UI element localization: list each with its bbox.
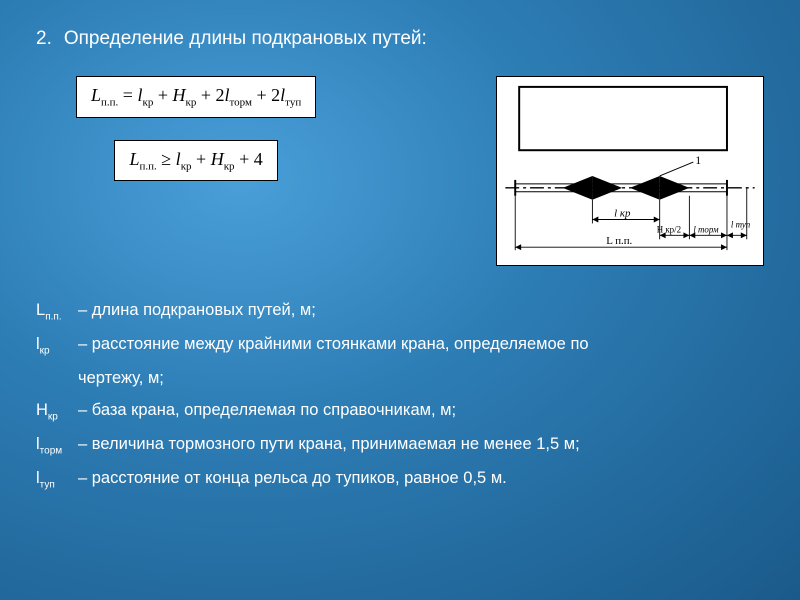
arr-r2-b [683,232,689,238]
building-rect [519,87,727,150]
definitions-block: Lп.п. – длина подкрановых путей, м; lкр … [36,296,764,494]
formula-and-diagram-row: Lп.п. = lкр + Hкр + 2lторм + 2lтуп Lп.п.… [36,76,764,266]
diagram-svg: 1 l кр H кр/2 l торм [497,77,763,265]
def3-text: – база крана, определяемая по справочник… [78,396,764,426]
def1-text: – длина подкрановых путей, м; [78,296,764,326]
def3-sym: Hкр [36,396,72,426]
label-1: 1 [695,153,701,167]
def2-sym: lкр [36,330,72,360]
f1-p2: + 2 [196,85,224,105]
def5-sym: lтуп [36,464,72,494]
f1-t2: H [172,85,185,105]
label-ltup: l туп [731,219,751,229]
crane-right-tri-b [660,176,690,200]
formulas-column: Lп.п. = lкр + Hкр + 2lторм + 2lтуп Lп.п.… [76,76,316,181]
f2-tail: + 4 [235,149,263,169]
leader-line [660,162,694,176]
f2-t2: H [211,149,224,169]
def5-text: – расстояние от конца рельса до тупиков,… [78,464,764,494]
crane-right-tri-a [630,176,660,200]
f1-lhs-sub: п.п. [101,97,118,109]
arr-lkr-l [592,217,598,223]
def1-sym: Lп.п. [36,296,72,326]
label-ltorm: l торм [693,224,719,234]
crane-diagram: 1 l кр H кр/2 l торм [496,76,764,266]
slide: 2. Определение длины подкрановых путей: … [0,0,800,600]
f1-lhs: L [91,85,101,105]
def-row-5: lтуп – расстояние от конца рельса до туп… [36,464,764,494]
label-lpp: L п.п. [606,235,632,247]
label-lkr: l кр [614,208,631,220]
arr-r2-d [721,232,727,238]
slide-title: 2. Определение длины подкрановых путей: [36,28,764,50]
f2-p1: + [192,149,211,169]
arr-ltup-b [741,232,747,238]
def2-text: – расстояние между крайними стоянками кр… [78,330,764,360]
arr-lpp-r [721,244,727,250]
f1-p1: + [153,85,172,105]
def-row-4: lторм – величина тормозного пути крана, … [36,430,764,460]
f2-lhs: L [129,149,139,169]
def-row-2: lкр – расстояние между крайними стоянкам… [36,330,764,360]
f2-t2-sub: кр [224,160,235,172]
title-text: Определение длины подкрановых путей: [64,28,427,50]
def2-cont: чертежу, м; [36,364,764,393]
label-hkr2: H кр/2 [657,224,681,234]
def-row-1: Lп.п. – длина подкрановых путей, м; [36,296,764,326]
title-number: 2. [36,28,52,50]
f1-p3: + 2 [252,85,280,105]
arr-ltup-a [727,232,733,238]
formula-1: Lп.п. = lкр + Hкр + 2lторм + 2lтуп [76,76,316,118]
def-row-3: Hкр – база крана, определяемая по справо… [36,396,764,426]
f1-t3-sub: торм [230,97,252,109]
f1-t1-sub: кр [142,97,153,109]
arr-lkr-r [654,217,660,223]
def4-sym: lторм [36,430,72,460]
f2-t1-sub: кр [181,160,192,172]
def4-text: – величина тормозного пути крана, приним… [78,430,764,460]
f2-ge: ≥ [157,149,176,169]
crane-left-tri-b [592,176,622,200]
f2-lhs-sub: п.п. [140,160,157,172]
crane-left-tri-a [563,176,593,200]
formula-2: Lп.п. ≥ lкр + Hкр + 4 [114,140,277,182]
f1-eq: = [118,85,137,105]
arr-lpp-l [515,244,521,250]
f1-t2-sub: кр [185,97,196,109]
f1-t4-sub: туп [285,97,301,109]
